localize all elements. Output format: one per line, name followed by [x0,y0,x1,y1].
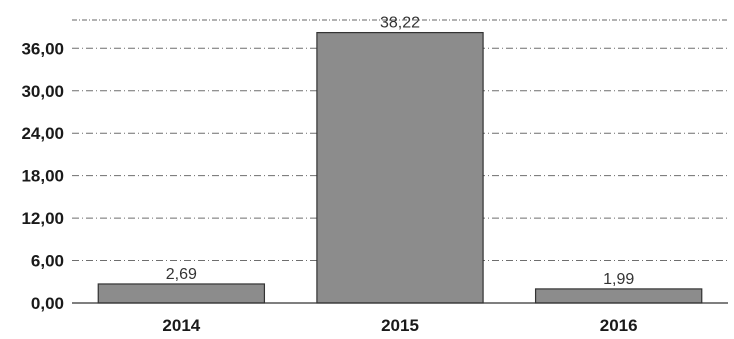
bar-2014 [97,283,266,304]
x-tick-label: 2014 [162,316,200,335]
x-tick-label: 2015 [381,316,419,335]
y-tick-label: 30,00 [21,82,64,101]
data-label: 2,69 [166,266,197,283]
data-label: 1,99 [603,271,634,288]
y-tick-label: 18,00 [21,167,64,186]
data-label: 38,22 [380,15,420,32]
x-axis-ticks: 2014 2015 2016 [162,316,637,335]
x-tick-label: 2016 [600,316,638,335]
y-tick-label: 0,00 [31,294,64,313]
bar-2016 [534,288,703,304]
bars [97,31,703,304]
y-tick-label: 12,00 [21,209,64,228]
y-tick-label: 6,00 [31,252,64,271]
data-labels: 2,69 38,22 1,99 [166,15,635,288]
y-tick-label: 24,00 [21,124,64,143]
y-axis-ticks: 0,00 6,00 12,00 18,00 24,00 30,00 36,00 [21,39,64,313]
bar-2015 [316,31,484,304]
y-tick-label: 36,00 [21,39,64,58]
